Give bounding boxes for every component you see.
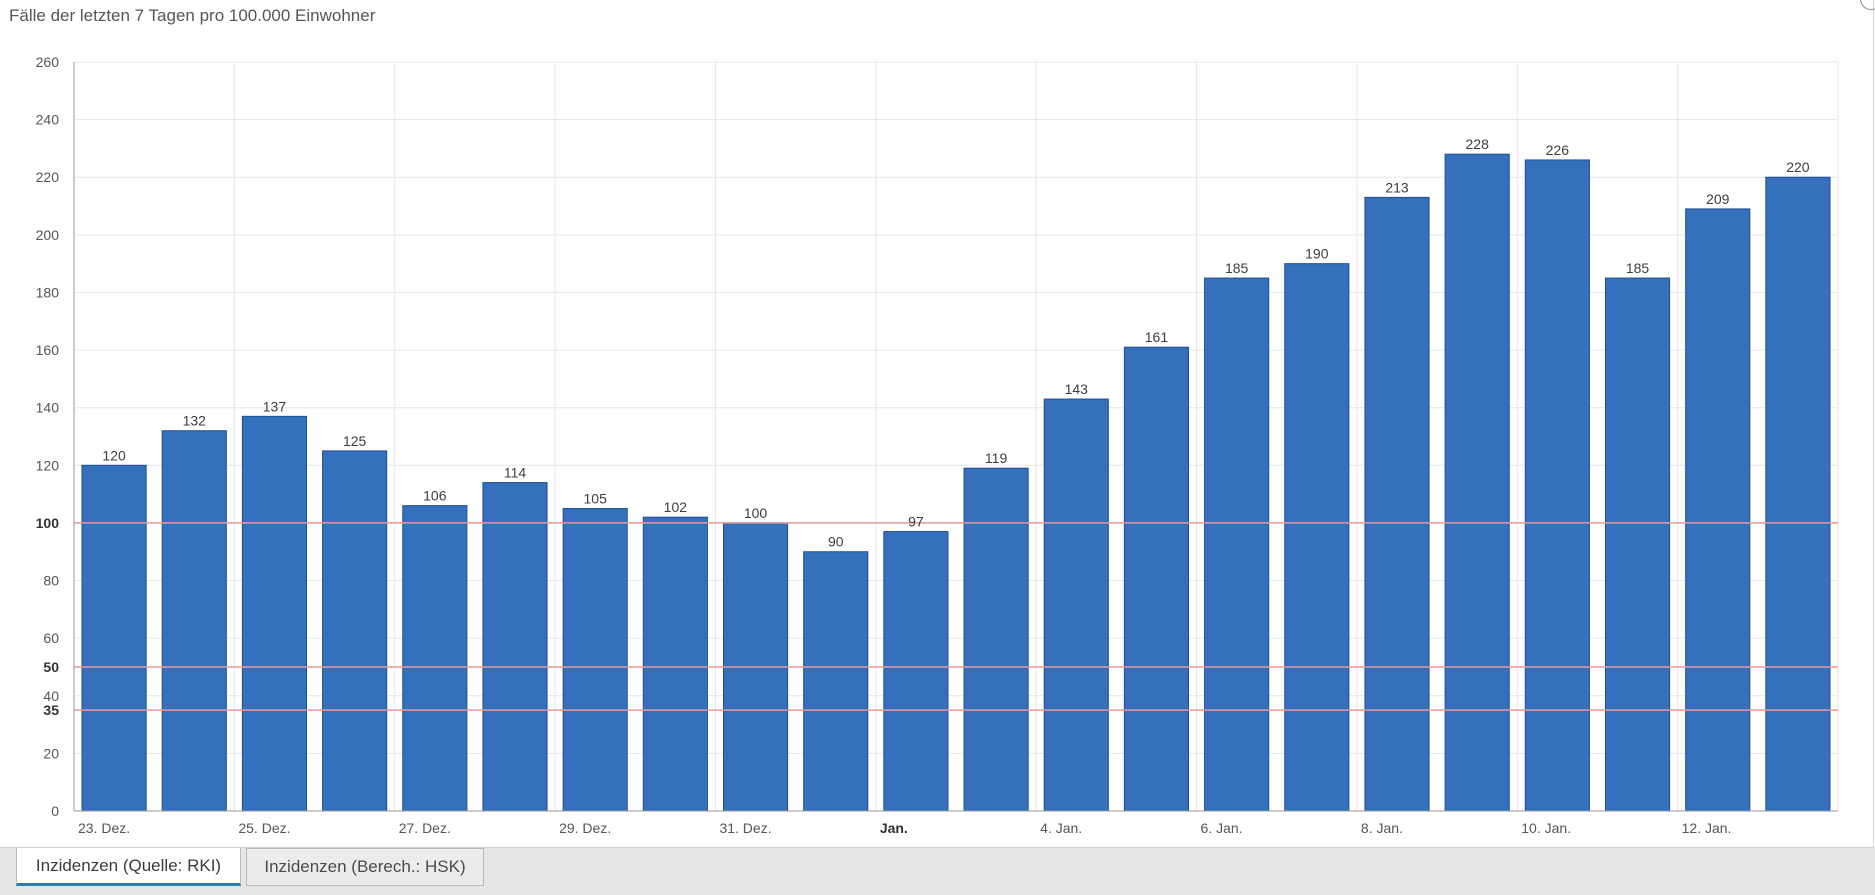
- x-tick-label: 25. Dez.: [238, 820, 290, 836]
- data-label: 100: [744, 505, 768, 521]
- y-tick-label: 200: [36, 227, 60, 243]
- x-tick-label: 10. Jan.: [1521, 820, 1571, 836]
- tab-inzidenzen-hsk[interactable]: Inzidenzen (Berech.: HSK): [246, 848, 484, 886]
- data-label: 97: [908, 514, 924, 530]
- chart-title: Fälle der letzten 7 Tagen pro 100.000 Ei…: [9, 6, 376, 25]
- data-label: 119: [985, 450, 1008, 466]
- bar: [1685, 208, 1751, 812]
- y-tick-label: 120: [36, 457, 60, 473]
- bar-chart: 120 132 137 125 106 114 105 102 100 90 97 119 143 161…: [36, 54, 1839, 836]
- data-label: 102: [664, 499, 688, 515]
- bar: [562, 508, 628, 812]
- data-label: 114: [504, 465, 527, 481]
- bar: [1204, 277, 1270, 812]
- y-tick-label: 20: [43, 745, 59, 761]
- data-label: 125: [343, 433, 367, 449]
- data-label: 185: [1626, 260, 1650, 276]
- data-label: 209: [1706, 191, 1730, 207]
- y-threshold-label: 50: [43, 659, 59, 675]
- bar: [1043, 398, 1109, 812]
- data-label: 228: [1466, 136, 1490, 152]
- data-label: 90: [828, 534, 844, 550]
- x-tick-label: 12. Jan.: [1682, 820, 1732, 836]
- y-threshold-label: 35: [43, 702, 59, 718]
- x-tick-label: 8. Jan.: [1361, 820, 1403, 836]
- x-tick-label: 4. Jan.: [1040, 820, 1082, 836]
- bar: [1444, 153, 1510, 812]
- bar: [963, 467, 1029, 812]
- bar: [1765, 176, 1831, 812]
- data-label: 213: [1385, 179, 1409, 195]
- bar: [642, 516, 708, 812]
- data-label: 190: [1305, 246, 1329, 262]
- y-tick-label: 60: [43, 630, 59, 646]
- bar: [1364, 196, 1430, 812]
- y-tick-label: 0: [51, 803, 59, 819]
- x-tick-label: 31. Dez.: [719, 820, 771, 836]
- y-tick-label: 260: [36, 54, 60, 70]
- x-tick-label: 27. Dez.: [399, 820, 451, 836]
- bar: [1524, 159, 1590, 812]
- bar: [482, 482, 548, 812]
- tab-label: Inzidenzen (Quelle: RKI): [35, 855, 222, 875]
- tab-label: Inzidenzen (Berech.: HSK): [264, 857, 466, 876]
- x-tick-label: Jan.: [880, 820, 908, 836]
- y-tick-label: 180: [36, 284, 60, 300]
- data-label: 120: [102, 447, 126, 463]
- y-tick-label: 140: [36, 400, 60, 416]
- y-tick-label: 240: [36, 112, 60, 128]
- chart-frame: [0, 0, 1874, 848]
- bar: [1284, 263, 1350, 812]
- data-label: 226: [1546, 142, 1570, 158]
- data-label: 143: [1065, 381, 1089, 397]
- data-label: 220: [1786, 159, 1810, 175]
- data-label: 106: [423, 488, 447, 504]
- bar: [1604, 277, 1671, 812]
- bar: [81, 464, 147, 812]
- data-label: 105: [584, 491, 608, 507]
- data-label: 161: [1145, 329, 1169, 345]
- bar: [402, 505, 468, 812]
- y-tick-label: 220: [36, 169, 60, 185]
- y-tick-label: 40: [43, 688, 59, 704]
- tab-inzidenzen-rki[interactable]: Inzidenzen (Quelle: RKI): [16, 848, 241, 886]
- data-label: 132: [183, 413, 207, 429]
- bar: [161, 430, 227, 812]
- bar: [322, 450, 388, 812]
- bar: [241, 415, 308, 812]
- bar: [803, 551, 869, 812]
- x-tick-label: 6. Jan.: [1201, 820, 1243, 836]
- data-label: 185: [1225, 260, 1249, 276]
- x-tick-label: 29. Dez.: [559, 820, 611, 836]
- x-tick-label: 23. Dez.: [78, 820, 130, 836]
- data-label: 137: [263, 398, 287, 414]
- y-tick-label: 160: [36, 342, 60, 358]
- y-threshold-label: 100: [36, 515, 60, 531]
- y-tick-label: 80: [43, 573, 59, 589]
- bar: [1123, 346, 1190, 812]
- bar: [883, 531, 949, 812]
